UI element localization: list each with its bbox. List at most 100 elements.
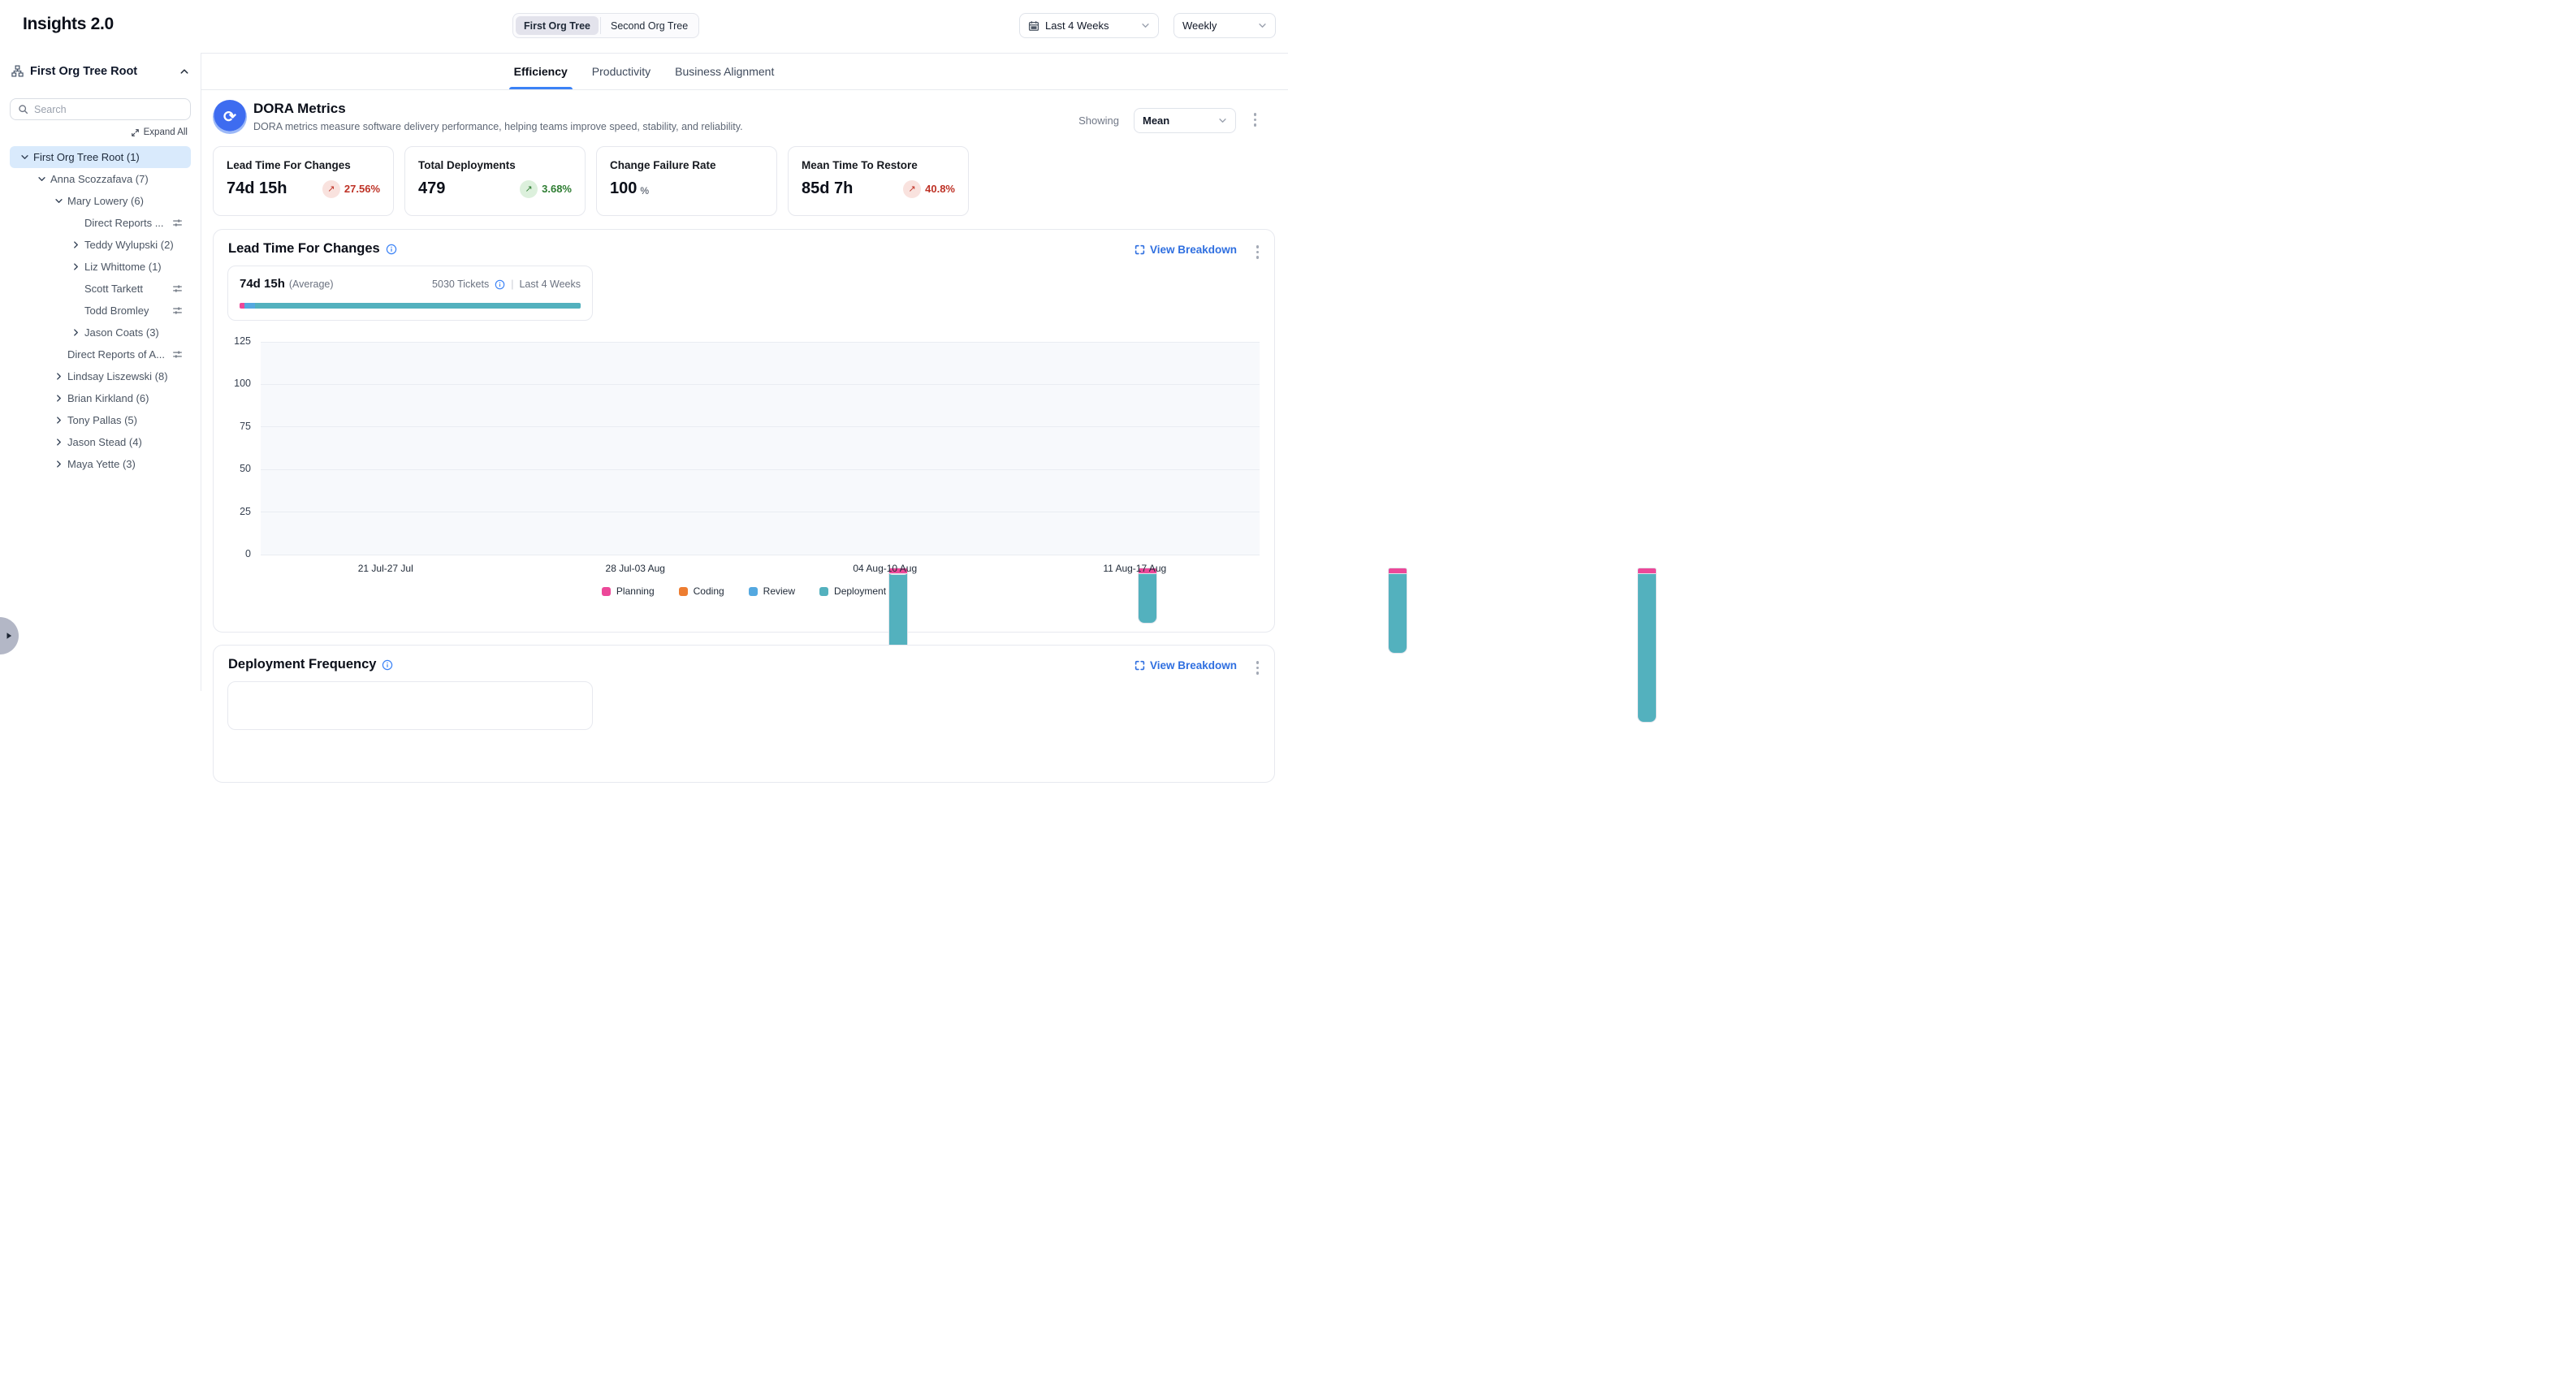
search-input[interactable] xyxy=(34,104,183,115)
tree-item-liz-whittome-1[interactable]: Liz Whittome (1) xyxy=(10,256,191,278)
tree-item-mary-lowery-6[interactable]: Mary Lowery (6) xyxy=(10,190,191,212)
tab-efficiency[interactable]: Efficiency xyxy=(509,53,573,89)
chevron-right-icon[interactable] xyxy=(69,262,82,271)
summary-qualifier: (Average) xyxy=(289,279,334,290)
chevron-up-icon[interactable] xyxy=(179,67,189,76)
showing-value: Mean xyxy=(1143,114,1212,127)
chevron-down-icon[interactable] xyxy=(18,153,31,162)
tree-item-label: Jason Stead (4) xyxy=(67,436,142,448)
trend-up-arrow-icon: ↗ xyxy=(322,180,340,198)
metric-card-total-deployments: Total Deployments479↗3.68% xyxy=(404,146,586,216)
metric-card-lead-time-for-changes: Lead Time For Changes74d 15h↗27.56% xyxy=(213,146,394,216)
y-tick-label: 0 xyxy=(215,548,251,559)
tree-item-first-org-tree-root-1[interactable]: First Org Tree Root (1) xyxy=(10,146,191,168)
view-breakdown-link[interactable]: View Breakdown xyxy=(1135,659,1237,672)
date-range-select[interactable]: Last 4 Weeks xyxy=(1019,13,1159,38)
tree-item-label: Tony Pallas (5) xyxy=(67,414,137,426)
legend-label: Coding xyxy=(694,585,724,597)
view-breakdown-link[interactable]: View Breakdown xyxy=(1135,244,1237,256)
chevron-down-icon[interactable] xyxy=(35,175,48,184)
tab-productivity[interactable]: Productivity xyxy=(587,53,655,89)
lead-time-section: Lead Time For Changes View Breakdown 74d… xyxy=(213,229,1275,633)
bar-segment-deployment xyxy=(1637,568,1657,723)
legend-item-planning[interactable]: Planning xyxy=(602,585,655,597)
tree-item-anna-scozzafava-7[interactable]: Anna Scozzafava (7) xyxy=(10,168,191,190)
granularity-select[interactable]: Weekly xyxy=(1173,13,1276,38)
deployment-summary-card xyxy=(227,681,593,730)
chevron-right-icon[interactable] xyxy=(52,394,65,403)
tree-item-label: Scott Tarkett xyxy=(84,283,143,295)
chevron-right-icon[interactable] xyxy=(52,416,65,425)
org-tree-toggle-second[interactable]: Second Org Tree xyxy=(603,16,696,35)
tree-item-maya-yette-3[interactable]: Maya Yette (3) xyxy=(10,453,191,475)
tree-item-brian-kirkland-6[interactable]: Brian Kirkland (6) xyxy=(10,387,191,409)
tree-item-scott-tarkett[interactable]: Scott Tarkett xyxy=(10,278,191,300)
phase-segment-review xyxy=(244,303,255,309)
showing-select[interactable]: Mean xyxy=(1134,108,1236,133)
tree-item-direct-reports[interactable]: Direct Reports ... xyxy=(10,212,191,234)
deployment-kebab-menu[interactable] xyxy=(1254,659,1262,677)
metric-card-label: Change Failure Rate xyxy=(610,159,763,171)
info-icon[interactable] xyxy=(382,659,393,671)
lead-time-kebab-menu[interactable] xyxy=(1254,243,1262,261)
calendar-icon xyxy=(1028,20,1039,32)
phase-distribution-bar xyxy=(240,303,581,309)
chevron-right-icon[interactable] xyxy=(52,372,65,381)
metric-card-label: Mean Time To Restore xyxy=(802,159,955,171)
filter-icon[interactable] xyxy=(172,283,183,294)
date-range-value: Last 4 Weeks xyxy=(1045,19,1135,32)
x-tick-label: 21 Jul-27 Jul xyxy=(329,563,443,574)
tab-business-alignment[interactable]: Business Alignment xyxy=(670,53,779,89)
y-tick-label: 25 xyxy=(215,506,251,517)
chevron-right-icon[interactable] xyxy=(52,438,65,447)
expand-icon xyxy=(1135,244,1145,255)
legend-item-review[interactable]: Review xyxy=(749,585,795,597)
legend-item-deployment[interactable]: Deployment xyxy=(819,585,886,597)
deployment-frequency-section: Deployment Frequency View Breakdown xyxy=(213,645,1275,783)
tree-item-label: Liz Whittome (1) xyxy=(84,261,162,273)
x-tick-label: 04 Aug-10 Aug xyxy=(828,563,942,574)
tree-item-direct-reports-of-a[interactable]: Direct Reports of A... xyxy=(10,343,191,365)
legend-item-coding[interactable]: Coding xyxy=(679,585,724,597)
filter-icon[interactable] xyxy=(172,218,183,228)
delta-badge: ↗27.56% xyxy=(322,180,380,198)
sidebar-org-root-header[interactable]: First Org Tree Root xyxy=(0,53,201,89)
bar-segment-deployment xyxy=(1388,568,1407,654)
delta-value: 3.68% xyxy=(542,183,572,195)
info-icon[interactable] xyxy=(495,279,505,290)
x-tick-label: 28 Jul-03 Aug xyxy=(578,563,692,574)
expand-all-label: Expand All xyxy=(144,127,188,137)
metric-card-change-failure-rate: Change Failure Rate100% xyxy=(596,146,777,216)
dora-kebab-menu[interactable] xyxy=(1251,110,1260,129)
chart-legend: Planning Coding Review Deployment xyxy=(214,585,1274,597)
chevron-right-icon[interactable] xyxy=(52,460,65,469)
info-icon[interactable] xyxy=(386,244,397,255)
filter-icon[interactable] xyxy=(172,349,183,360)
tree-item-lindsay-liszewski-8[interactable]: Lindsay Liszewski (8) xyxy=(10,365,191,387)
tree-item-label: Anna Scozzafava (7) xyxy=(50,173,149,185)
filter-icon[interactable] xyxy=(172,305,183,316)
lead-time-title: Lead Time For Changes xyxy=(228,241,397,257)
expand-all-button[interactable]: Expand All xyxy=(0,127,188,137)
tree-item-jason-coats-3[interactable]: Jason Coats (3) xyxy=(10,322,191,343)
search-icon xyxy=(18,104,28,114)
tree-item-teddy-wylupski-2[interactable]: Teddy Wylupski (2) xyxy=(10,234,191,256)
chevron-right-icon xyxy=(0,632,13,640)
metric-card-value: 479 xyxy=(418,179,445,198)
x-tick-label: 11 Aug-17 Aug xyxy=(1078,563,1191,574)
tree-item-todd-bromley[interactable]: Todd Bromley xyxy=(10,300,191,322)
chevron-right-icon[interactable] xyxy=(69,328,82,337)
dora-metrics-icon: ⟳ xyxy=(213,100,247,134)
org-tree: First Org Tree Root (1) Anna Scozzafava (… xyxy=(0,146,201,475)
tree-item-jason-stead-4[interactable]: Jason Stead (4) xyxy=(10,431,191,453)
app-title: Insights 2.0 xyxy=(23,15,114,34)
lead-time-summary-card: 74d 15h (Average) 5030 Tickets | Last 4 … xyxy=(227,266,593,321)
chevron-down-icon[interactable] xyxy=(52,197,65,205)
org-tree-toggle-first[interactable]: First Org Tree xyxy=(516,16,599,35)
tree-item-tony-pallas-5[interactable]: Tony Pallas (5) xyxy=(10,409,191,431)
gridline xyxy=(261,342,1260,343)
dora-section-title: DORA Metrics xyxy=(253,101,346,117)
delta-value: 40.8% xyxy=(925,183,955,195)
legend-swatch xyxy=(679,587,688,596)
chevron-right-icon[interactable] xyxy=(69,240,82,249)
